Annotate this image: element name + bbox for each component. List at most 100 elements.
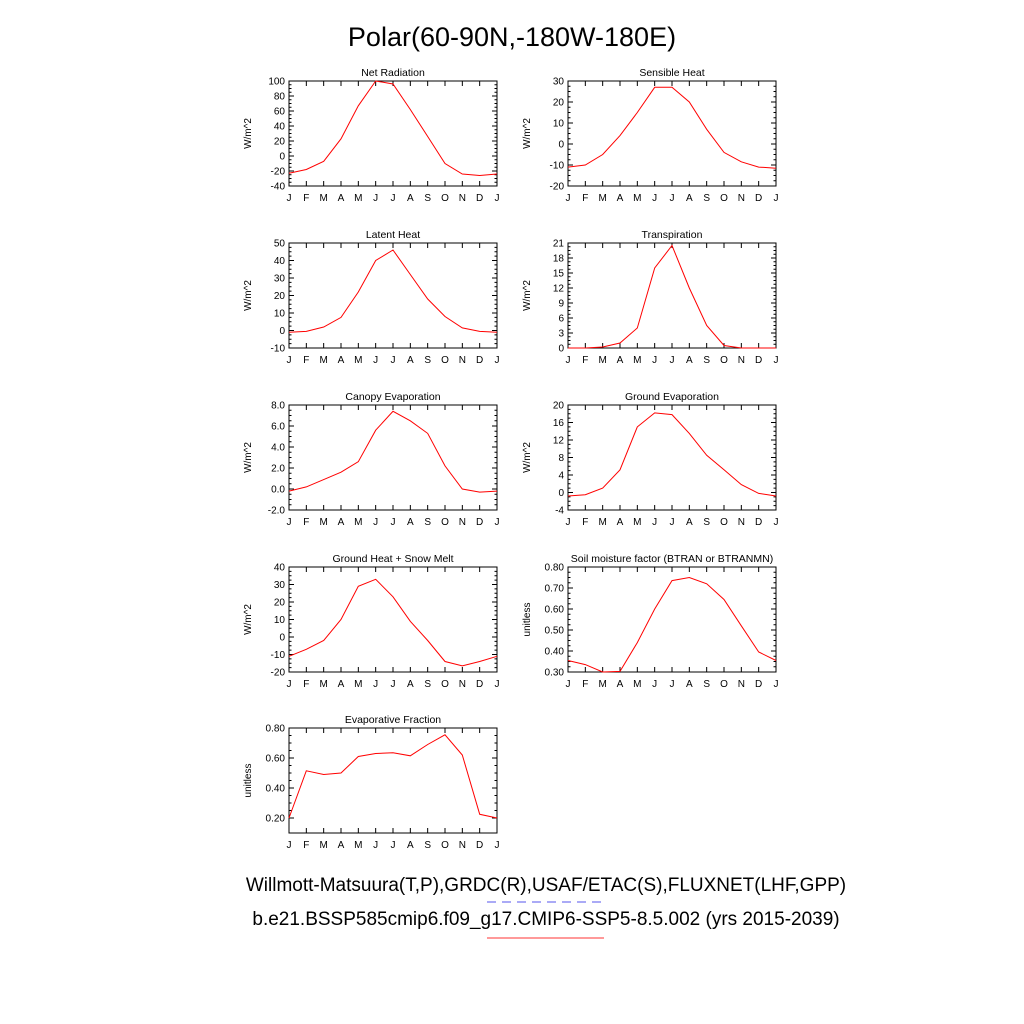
x-tick-label: M xyxy=(319,193,327,204)
x-tick-label: O xyxy=(720,355,728,366)
series-line xyxy=(288,80,498,177)
x-tick-label: J xyxy=(373,193,378,204)
x-tick-label: S xyxy=(703,517,710,528)
series-line xyxy=(567,576,777,673)
y-tick-label: -2.0 xyxy=(268,506,286,517)
series-line xyxy=(567,86,777,169)
y-tick-label: 6.0 xyxy=(271,422,285,433)
y-axis-label: W/m^2 xyxy=(243,442,254,473)
x-tick-label: O xyxy=(441,355,449,366)
y-tick-label: 20 xyxy=(553,98,565,109)
y-tick-label: 3 xyxy=(558,329,564,340)
x-tick-label: O xyxy=(441,679,449,690)
x-tick-label: N xyxy=(738,679,745,690)
x-tick-label: J xyxy=(391,193,396,204)
y-axis-label: W/m^2 xyxy=(243,118,254,149)
x-tick-label: A xyxy=(407,679,414,690)
x-tick-label: A xyxy=(617,517,624,528)
y-tick-label: 40 xyxy=(274,122,286,133)
x-tick-label: J xyxy=(391,840,396,851)
y-tick-label: 20 xyxy=(274,291,286,302)
panel-title: Evaporative Fraction xyxy=(345,714,441,726)
x-tick-label: S xyxy=(424,517,431,528)
x-tick-label: F xyxy=(582,517,588,528)
y-tick-label: 0.60 xyxy=(545,605,565,616)
x-tick-label: F xyxy=(582,193,588,204)
x-tick-label: D xyxy=(476,355,483,366)
x-tick-label: J xyxy=(652,517,657,528)
x-tick-label: S xyxy=(424,679,431,690)
x-tick-label: A xyxy=(407,193,414,204)
x-tick-label: J xyxy=(670,355,675,366)
x-tick-label: M xyxy=(319,355,327,366)
x-tick-label: M xyxy=(633,517,641,528)
x-tick-label: A xyxy=(617,355,624,366)
x-tick-label: J xyxy=(566,679,571,690)
x-tick-label: O xyxy=(720,517,728,528)
x-tick-label: M xyxy=(633,193,641,204)
y-tick-label: 4.0 xyxy=(271,443,285,454)
panel-title: Canopy Evaporation xyxy=(345,391,440,403)
x-tick-label: J xyxy=(495,193,500,204)
x-tick-label: S xyxy=(424,193,431,204)
y-tick-label: 100 xyxy=(268,77,285,88)
y-tick-label: -20 xyxy=(550,182,565,193)
x-tick-label: J xyxy=(373,679,378,690)
x-tick-label: M xyxy=(598,517,606,528)
x-tick-label: J xyxy=(774,517,779,528)
x-tick-label: A xyxy=(617,679,624,690)
x-tick-label: J xyxy=(566,355,571,366)
x-tick-label: F xyxy=(303,355,309,366)
y-tick-label: 16 xyxy=(553,418,565,429)
y-tick-label: 20 xyxy=(274,598,286,609)
y-tick-label: 18 xyxy=(553,254,565,265)
x-tick-label: N xyxy=(459,679,466,690)
panel-title: Transpiration xyxy=(642,229,703,241)
panel-title: Ground Heat + Snow Melt xyxy=(332,553,453,565)
y-tick-label: 0.80 xyxy=(266,724,286,735)
x-tick-label: A xyxy=(686,355,693,366)
x-tick-label: J xyxy=(391,679,396,690)
y-tick-label: 8 xyxy=(558,453,564,464)
x-tick-label: F xyxy=(303,193,309,204)
y-tick-label: 6 xyxy=(558,314,564,325)
footer-line-2: b.e21.BSSP585cmip6.f09_g17.CMIP6-SSP5-8.… xyxy=(252,909,839,930)
x-tick-label: M xyxy=(354,193,362,204)
y-tick-label: 0 xyxy=(558,140,564,151)
x-tick-label: J xyxy=(652,679,657,690)
x-tick-label: O xyxy=(441,840,449,851)
series-line xyxy=(567,412,777,497)
x-tick-label: M xyxy=(633,679,641,690)
x-tick-label: N xyxy=(459,840,466,851)
plot-frame xyxy=(288,80,498,187)
y-tick-label: 0 xyxy=(558,344,564,355)
x-tick-label: M xyxy=(598,679,606,690)
x-tick-label: N xyxy=(738,355,745,366)
y-axis-label: W/m^2 xyxy=(522,442,533,473)
panel-8: J F M A M J J A S O N D J0.300.400.500.600.700.80Soi… xyxy=(522,553,779,690)
footer-line-1: Willmott-Matsuura(T,P),GRDC(R),USAF/ETAC… xyxy=(246,875,846,896)
y-tick-label: 50 xyxy=(274,239,286,250)
plot-frame xyxy=(567,242,777,349)
x-tick-label: M xyxy=(319,517,327,528)
x-tick-label: J xyxy=(774,355,779,366)
x-tick-label: J xyxy=(287,193,292,204)
x-tick-label: N xyxy=(738,193,745,204)
y-tick-label: 0.80 xyxy=(545,563,565,574)
x-tick-label: N xyxy=(459,193,466,204)
x-tick-label: O xyxy=(441,517,449,528)
y-tick-label: 0.30 xyxy=(545,668,565,679)
y-tick-label: 0 xyxy=(558,488,564,499)
x-tick-label: J xyxy=(670,679,675,690)
y-tick-label: -10 xyxy=(271,344,286,355)
x-tick-label: J xyxy=(287,517,292,528)
x-tick-label: J xyxy=(774,193,779,204)
x-tick-label: A xyxy=(338,679,345,690)
plot-frame xyxy=(288,727,498,834)
x-tick-label: N xyxy=(459,355,466,366)
y-tick-label: 10 xyxy=(274,309,286,320)
